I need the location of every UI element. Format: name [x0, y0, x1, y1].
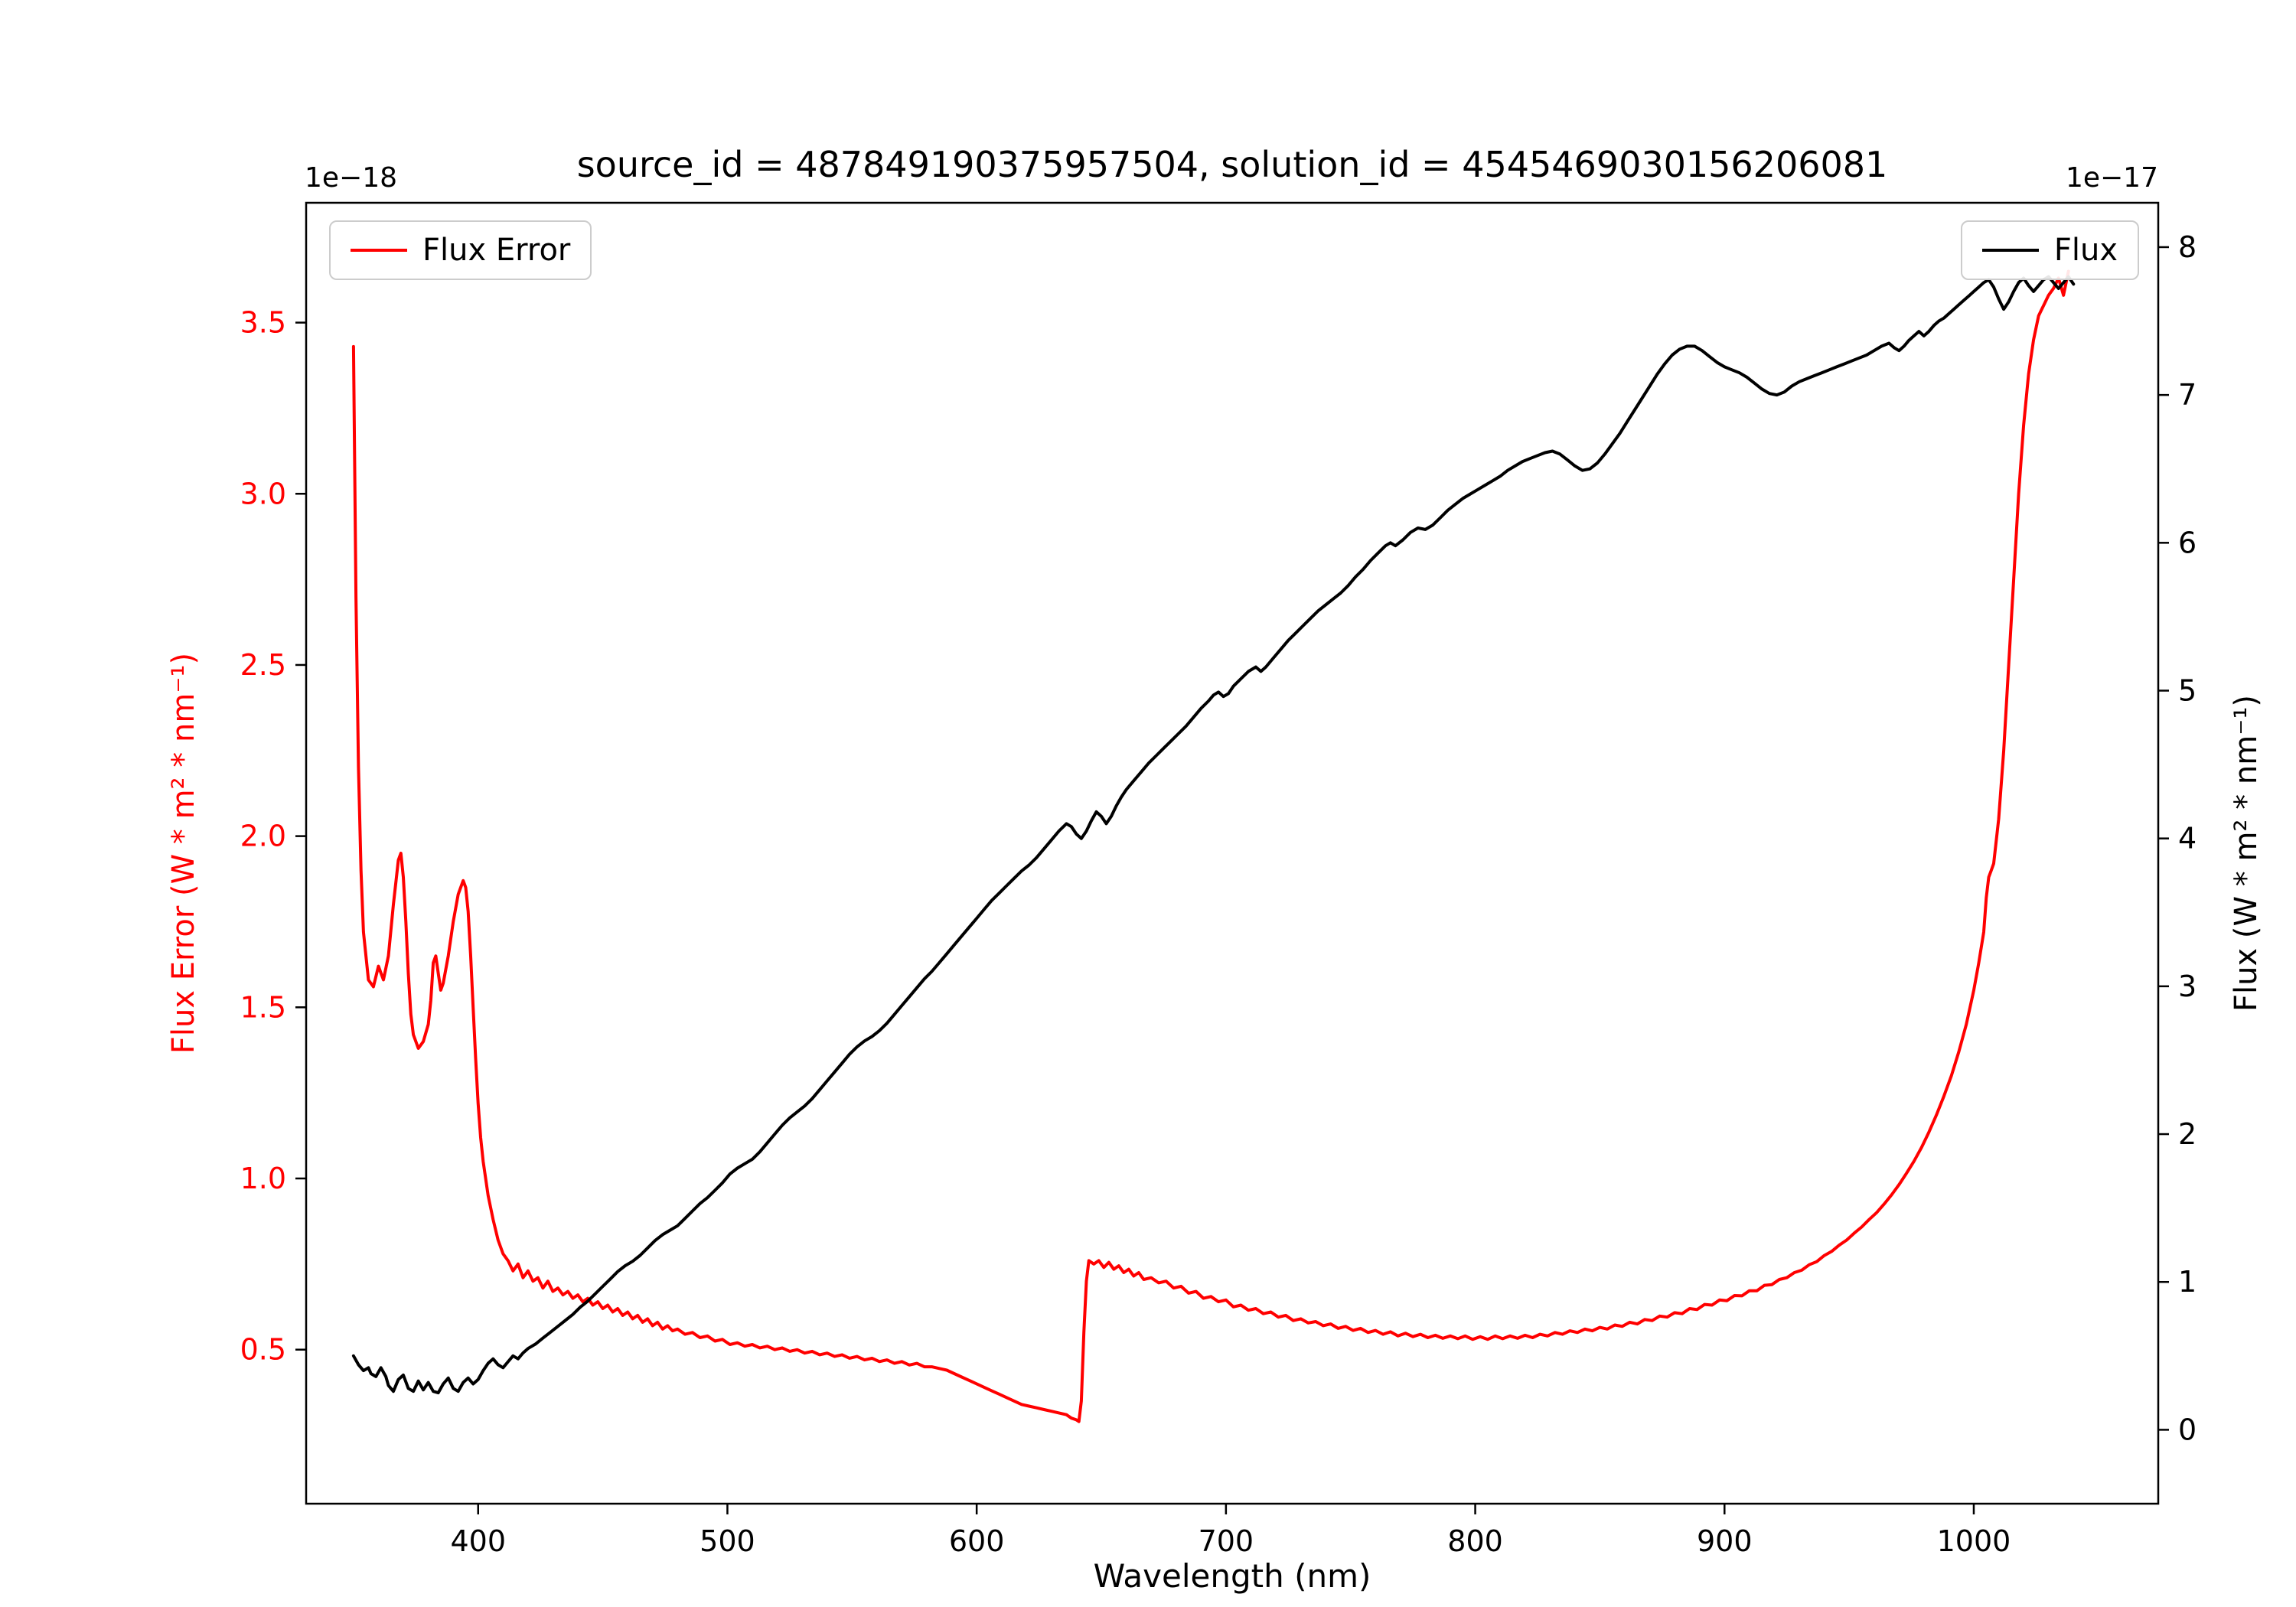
black-line-sample-icon: [1981, 249, 2039, 252]
left-axis-offset-text: 1e−18: [305, 162, 398, 194]
legend-flux: Flux: [1960, 220, 2139, 280]
svg-text:1: 1: [2178, 1265, 2197, 1299]
legend-flux-error: Flux Error: [329, 220, 592, 280]
svg-text:700: 700: [1199, 1524, 1254, 1558]
svg-text:4: 4: [2178, 822, 2197, 856]
svg-text:0: 0: [2178, 1413, 2197, 1446]
svg-text:6: 6: [2178, 526, 2197, 559]
svg-text:1.5: 1.5: [240, 990, 286, 1024]
svg-text:3.5: 3.5: [240, 306, 286, 340]
svg-text:7: 7: [2178, 378, 2197, 412]
svg-text:2.0: 2.0: [240, 820, 286, 853]
svg-text:5: 5: [2178, 674, 2197, 708]
svg-text:2.5: 2.5: [240, 648, 286, 682]
right-axis-offset-text: 1e−17: [2065, 162, 2158, 194]
red-line-sample-icon: [351, 249, 407, 252]
x-axis-label: Wavelength (nm): [1093, 1557, 1371, 1595]
chart-title: source_id = 487849190375957504, solution…: [576, 144, 1888, 185]
svg-text:8: 8: [2178, 230, 2197, 264]
legend-flux-label: Flux: [2053, 233, 2118, 268]
svg-text:3.0: 3.0: [240, 477, 286, 510]
svg-text:900: 900: [1697, 1524, 1753, 1558]
svg-text:500: 500: [700, 1524, 755, 1558]
svg-text:3: 3: [2178, 970, 2197, 1003]
svg-text:1000: 1000: [1937, 1524, 2011, 1558]
svg-text:600: 600: [949, 1524, 1005, 1558]
svg-text:400: 400: [450, 1524, 506, 1558]
svg-text:0.5: 0.5: [240, 1333, 286, 1367]
legend-flux-error-label: Flux Error: [422, 233, 571, 268]
svg-text:1.0: 1.0: [240, 1162, 286, 1195]
svg-text:2: 2: [2178, 1117, 2197, 1151]
svg-text:800: 800: [1447, 1524, 1503, 1558]
